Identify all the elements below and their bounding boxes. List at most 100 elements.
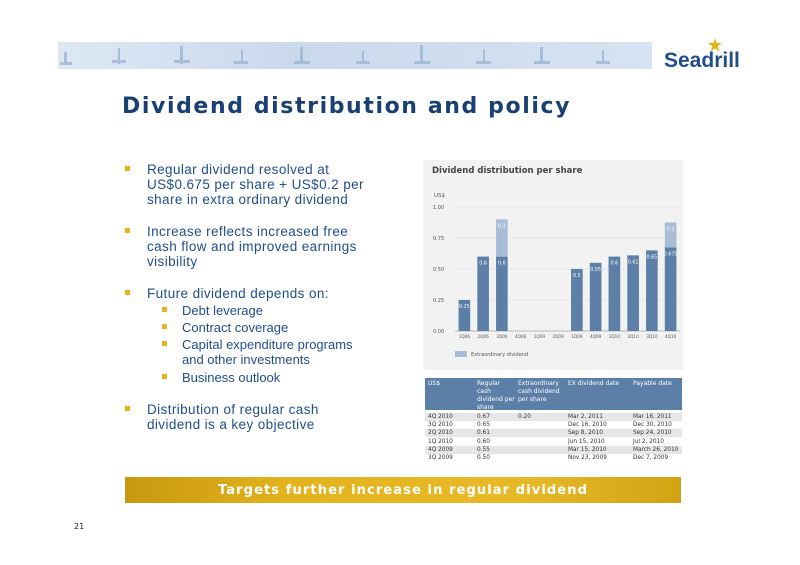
bar-regular [627,255,639,331]
table-cell: 1Q 2010 [428,438,453,445]
x-tick-label: 4Q10 [665,334,677,339]
legend-label: Extraordinary dividend [471,352,528,358]
x-tick-label: 3Q06 [496,334,508,339]
table-header: US$ Regular cash dividend per share Extr… [425,378,682,411]
table-cell: 0.20 [518,414,531,420]
table-cell: Dec 30, 2010 [633,422,672,429]
y-tick-label: 0.75 [433,236,444,242]
bar-label: 0.6 [479,261,487,267]
table-header-cell: Regular cash dividend per share [477,380,515,411]
table-cell: Dec 7, 2009 [633,455,669,461]
bullet-line: cash flow and improved earnings [147,239,357,254]
page-title: Dividend distribution and policy [122,94,572,119]
table-cell: Mar 2, 2011 [568,414,603,420]
table-cell: 2Q 2010 [428,430,453,437]
table-cell: 0.55 [477,446,490,453]
sub-bullet-text: Capital expenditure programs [182,337,353,352]
bar-regular [571,269,583,331]
y-tick-label: 0.00 [433,329,444,335]
x-tick-label: 4Q09 [590,334,602,339]
bar-extraordinary [496,219,508,257]
table-cell: 3Q 2010 [428,422,453,429]
bullet-line: Increase reflects increased free [147,224,349,239]
table-cell: Mar 16, 2011 [633,414,672,420]
y-tick-label: 0.50 [433,267,444,273]
bar-extraordinary [664,222,677,248]
sub-bullet-text: Contract coverage [182,320,289,335]
table-cell: Mar 15, 2010 [568,446,607,453]
chart-panel [423,160,683,370]
bar-regular [664,247,677,331]
rig-silhouettes [60,45,610,65]
x-tick-label: 4Q06 [515,334,527,339]
sub-bullet-text: and other investments [182,352,310,367]
table-row: 3Q 2009 0.50 Nov 23, 2009 Dec 7, 2009 [425,454,682,462]
sub-bullet-text: Debt leverage [182,303,263,318]
table-cell: 0.50 [477,455,490,461]
table-cell: Jun 15, 2010 [568,438,605,445]
bar-label: 0.675 [664,251,678,257]
bar-regular [646,250,658,331]
targets-banner: Targets further increase in regular divi… [125,477,681,503]
bar-regular [589,262,602,331]
table-cell: 0.67 [477,414,490,420]
bar-label: 0.3 [498,223,506,229]
bullet-marker [125,166,130,171]
table-header-cell: US$ [428,380,441,387]
bar-label: 0.65 [647,254,658,260]
bar-label: 0.25 [459,304,470,310]
bar-regular [496,256,508,331]
table-cell: Jul 2, 2010 [633,438,664,445]
x-tick-label: 2Q06 [477,334,489,339]
bullet-line: visibility [147,254,198,269]
bar-regular [477,256,489,331]
bullet-marker [125,406,130,411]
table-row: 3Q 2010 0.65 Dec 16, 2010 Dec 30, 2010 [425,421,682,430]
table-cell: 0.65 [477,422,490,429]
header-banner [58,42,652,69]
bar-label: 0.61 [628,259,639,265]
table-header-cell: EX dividend date [568,380,620,387]
bullet-marker [162,307,167,312]
bullet-line: Distribution of regular cash [147,402,319,417]
table-cell: 0.61 [477,430,490,437]
table-cell: Sep 8, 2010 [568,430,603,437]
x-tick-label: 1Q09 [534,334,546,339]
bullet-line: Regular dividend resolved at [147,162,330,177]
table-cell: 0.60 [477,438,490,445]
star-icon [708,38,722,52]
bar-label: 0.2 [667,227,675,233]
bar-label: 0.6 [498,261,506,267]
y-tick-label: 0.25 [433,298,444,304]
page-number: 21 [74,522,85,531]
seadrill-logo: Seadrill [664,38,744,76]
bar-label: 0.6 [611,261,619,267]
bullet-line: share in extra ordinary dividend [147,192,349,207]
bar-label: 0.5 [573,273,581,279]
table-cell: March 26, 2010 [633,446,679,453]
bar-label: 0.55 [590,267,601,273]
table-row: 1Q 2010 0.60 Jun 15, 2010 Jul 2, 2010 [425,437,682,446]
bar-regular [608,256,621,331]
bullet-marker [125,228,130,233]
bar-regular [458,300,471,331]
x-tick-label: 2Q09 [552,334,564,339]
x-tick-label: 2Q10 [627,334,639,339]
table-header-cell: Extraordinary cash dividend per share [518,380,560,403]
bullet-line: dividend is a key objective [147,417,315,432]
table-row: 2Q 2010 0.61 Sep 8, 2010 Sep 24, 2010 [425,429,682,438]
bullet-marker [162,374,167,379]
table-header-cell: Payable date [633,380,672,387]
table-cell: Nov 23, 2009 [568,455,607,461]
y-axis-label: US$ [434,193,446,199]
table-row: 4Q 2010 0.67 0.20 Mar 2, 2011 Mar 16, 2011 [425,413,682,421]
bullet-line: Future dividend depends on: [147,286,329,301]
x-tick-label: 3Q10 [646,334,658,339]
table-cell: Sep 24, 2010 [633,430,672,437]
chart-title: Dividend distribution per share [432,166,583,176]
x-tick-label: 1Q06 [459,334,471,339]
sub-bullet-text: Business outlook [182,370,281,385]
x-tick-label: 1Q09 [571,334,583,339]
bullet-marker [162,324,167,329]
